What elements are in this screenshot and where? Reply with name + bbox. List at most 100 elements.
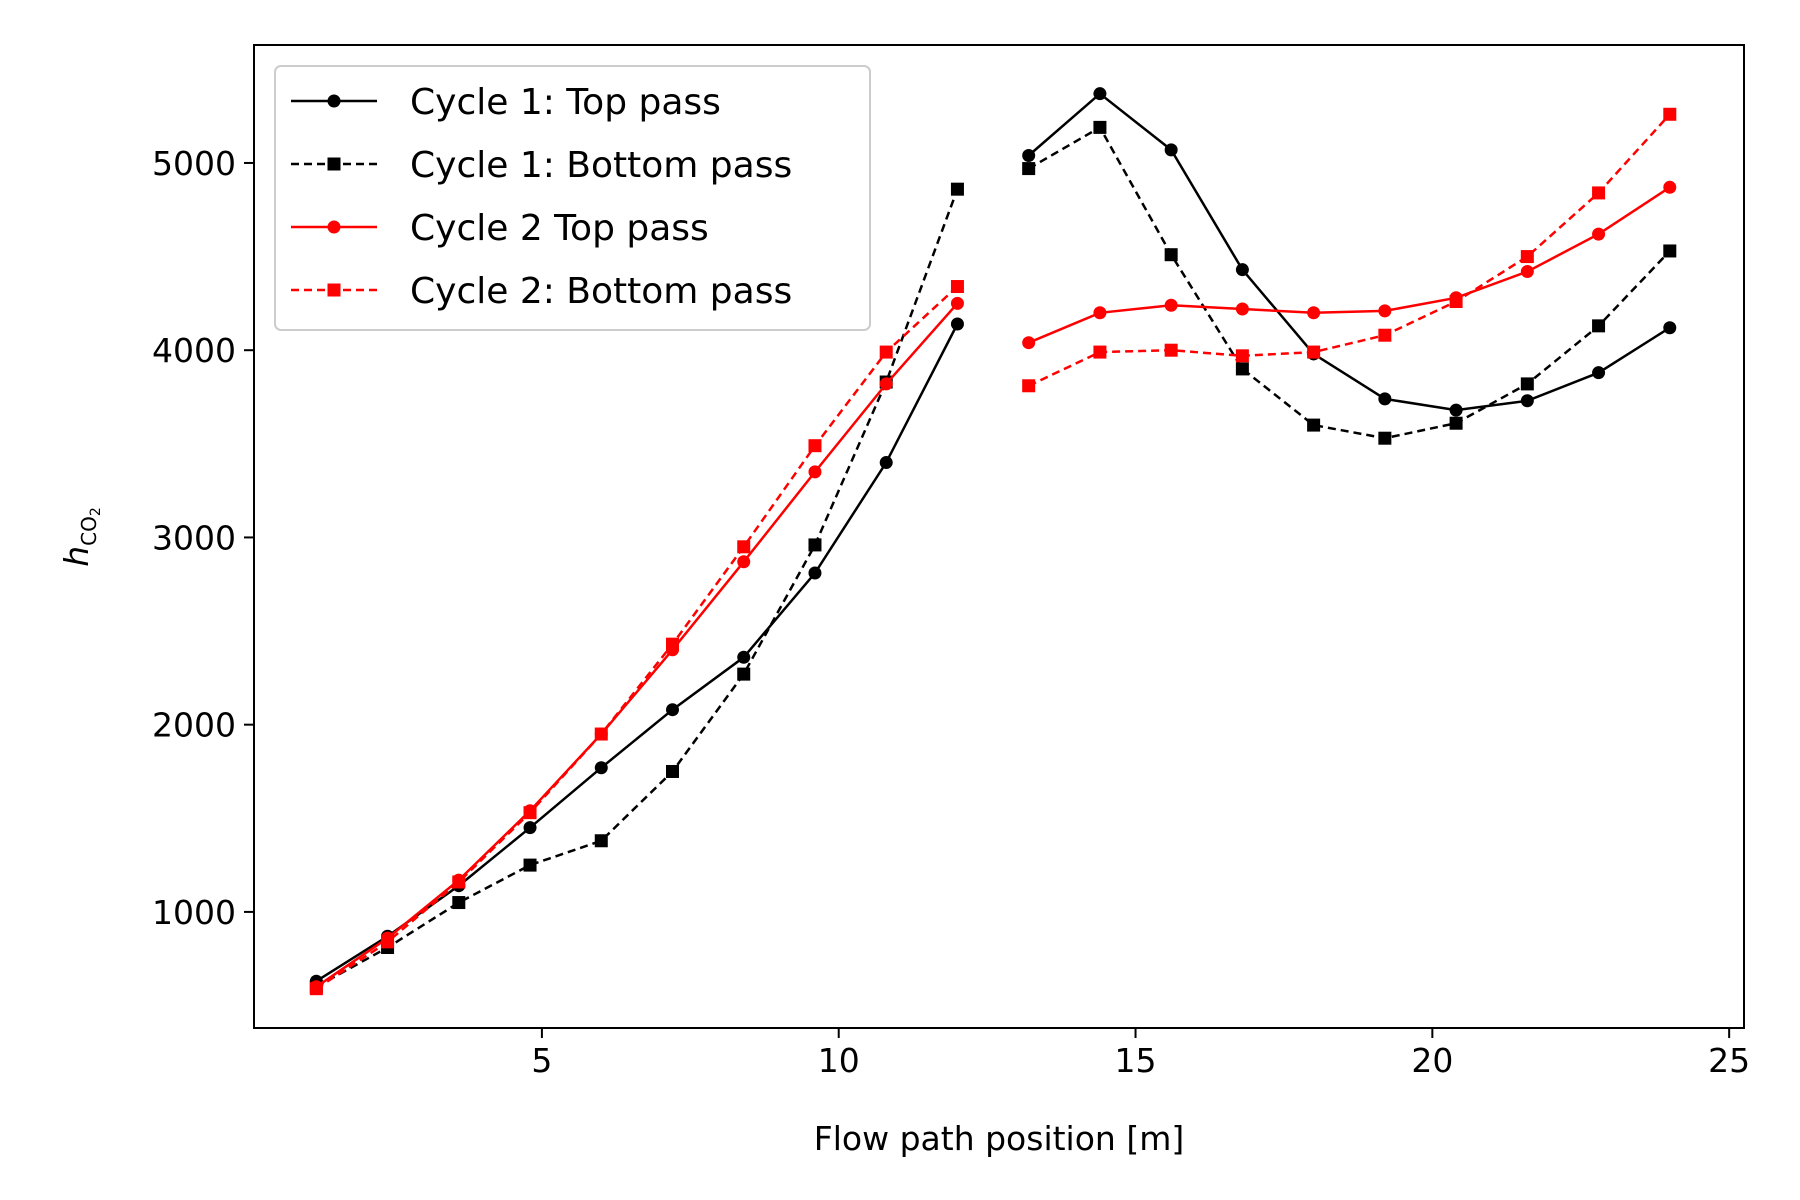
data-point: [1307, 345, 1321, 359]
series-line: [1028, 113, 1671, 387]
x-axis: 5 10 15 20 25: [531, 1028, 1750, 1080]
data-point: [1022, 148, 1036, 162]
data-point: [1164, 248, 1178, 262]
data-point: [950, 317, 964, 331]
y-axis-label-subscript: CO: [77, 516, 101, 546]
legend-label: Cycle 1: Top pass: [410, 82, 721, 123]
data-point: [1235, 302, 1249, 316]
data-point: [1164, 143, 1178, 157]
data-point: [1235, 362, 1249, 376]
data-point: [594, 834, 608, 848]
data-point: [1449, 295, 1463, 309]
data-point: [808, 538, 822, 552]
series-line: [1027, 92, 1671, 412]
data-point: [1520, 377, 1534, 391]
legend-marker: [327, 283, 341, 297]
data-point: [1307, 418, 1321, 432]
data-point: [1307, 306, 1321, 320]
data-point: [309, 982, 323, 996]
data-point: [1592, 186, 1606, 200]
data-point: [1378, 304, 1392, 318]
data-point: [1164, 343, 1178, 357]
legend-marker: [327, 157, 341, 171]
y-axis: 1000 2000 3000 4000 5000: [152, 144, 254, 932]
legend-label: Cycle 2 Top pass: [410, 208, 709, 249]
legend-label: Cycle 1: Bottom pass: [410, 145, 792, 186]
data-point: [1592, 319, 1606, 333]
data-point: [1520, 394, 1534, 408]
x-tick-label: 10: [818, 1041, 860, 1080]
data-point: [1093, 345, 1107, 359]
data-point: [1663, 180, 1677, 194]
y-tick-label: 1000: [152, 893, 236, 932]
data-point: [737, 667, 751, 681]
series-layer: [309, 87, 1677, 996]
x-tick-label: 15: [1115, 1041, 1157, 1080]
data-point: [1449, 416, 1463, 430]
y-tick-label: 2000: [152, 706, 236, 745]
data-point: [1592, 366, 1606, 380]
data-point: [879, 456, 893, 470]
data-point: [737, 650, 751, 664]
series-line: [315, 285, 959, 990]
data-point: [1449, 403, 1463, 417]
data-point: [666, 637, 680, 651]
series-line: [1028, 186, 1671, 344]
data-point: [808, 566, 822, 580]
y-tick-label: 4000: [152, 331, 236, 370]
data-point: [879, 377, 893, 391]
data-point: [666, 764, 680, 778]
y-axis-label: hCO2: [57, 507, 104, 567]
legend: Cycle 1: Top pass Cycle 1: Bottom pass Cyc…: [274, 65, 871, 331]
data-point: [452, 875, 466, 889]
data-point: [1592, 227, 1606, 241]
data-point: [523, 858, 537, 872]
series-4: [309, 107, 1677, 996]
data-point: [950, 182, 964, 196]
data-point: [381, 935, 395, 949]
data-point: [1093, 87, 1107, 101]
y-tick-label: 5000: [152, 144, 236, 183]
data-point: [1235, 263, 1249, 277]
data-point: [1378, 328, 1392, 342]
legend-marker: [327, 94, 341, 108]
data-point: [594, 727, 608, 741]
data-point: [950, 296, 964, 310]
data-point: [1378, 431, 1392, 445]
data-point: [737, 555, 751, 569]
data-point: [1663, 107, 1677, 121]
x-tick-label: 20: [1411, 1041, 1453, 1080]
data-point: [666, 703, 680, 717]
data-point: [1378, 392, 1392, 406]
series-line: [315, 188, 959, 988]
data-point: [452, 896, 466, 910]
series-line: [315, 302, 959, 988]
data-point: [808, 439, 822, 453]
data-point: [1235, 349, 1249, 363]
x-tick-label: 25: [1708, 1041, 1750, 1080]
data-point: [808, 465, 822, 479]
y-axis-label-subsubscript: 2: [88, 507, 104, 516]
legend-box: [274, 65, 871, 331]
data-point: [594, 761, 608, 775]
data-point: [737, 540, 751, 554]
y-tick-label: 3000: [152, 518, 236, 557]
data-point: [950, 280, 964, 294]
data-point: [1520, 250, 1534, 264]
data-point: [1520, 265, 1534, 279]
data-point: [1663, 244, 1677, 258]
data-point: [523, 821, 537, 835]
legend-label: Cycle 2: Bottom pass: [410, 271, 792, 312]
data-point: [879, 345, 893, 359]
data-point: [1022, 162, 1036, 176]
data-point: [1093, 306, 1107, 320]
x-axis-label: Flow path position [m]: [814, 1119, 1184, 1158]
data-point: [1164, 298, 1178, 312]
x-tick-label: 5: [531, 1041, 552, 1080]
y-axis-label-main: h: [57, 546, 96, 567]
data-point: [1022, 336, 1036, 350]
data-point: [1022, 379, 1036, 393]
data-point: [523, 806, 537, 820]
